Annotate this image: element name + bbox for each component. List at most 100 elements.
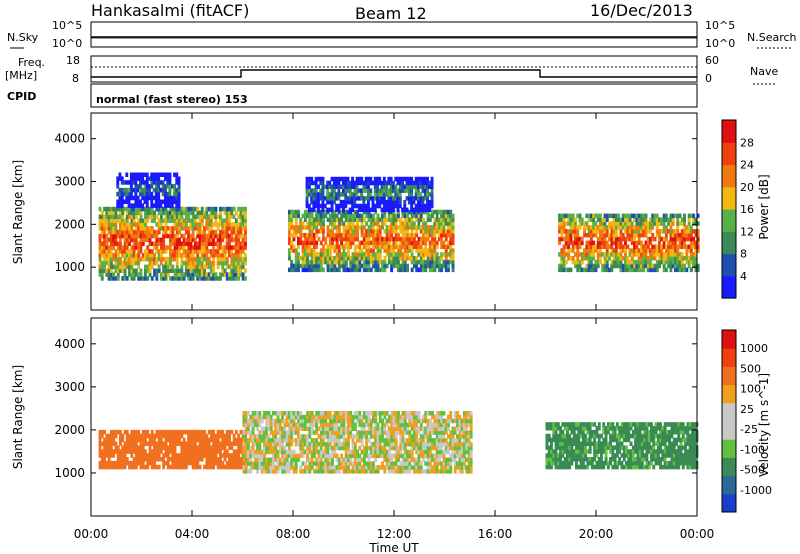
- velocity-cell: [353, 434, 357, 439]
- power-cell: [299, 221, 303, 226]
- velocity-cell: [139, 445, 143, 450]
- power-cell: [184, 264, 188, 270]
- power-cell: [98, 233, 102, 239]
- power-cell: [187, 210, 191, 216]
- power-cell: [369, 229, 373, 234]
- velocity-cell: [369, 461, 373, 466]
- power-cell: [399, 217, 403, 222]
- power-cell: [451, 252, 455, 257]
- velocity-cell: [315, 442, 319, 447]
- power-cell: [412, 225, 416, 230]
- velocity-cell: [315, 418, 319, 424]
- velocity-cell: [253, 411, 257, 416]
- velocity-cell: [256, 442, 259, 447]
- power-cell: [123, 233, 127, 239]
- velocity-cell: [198, 464, 202, 470]
- velocity-cell: [326, 469, 330, 474]
- power-cell: [401, 256, 405, 261]
- velocity-cell: [360, 426, 364, 431]
- power-cell: [328, 192, 332, 197]
- velocity-cell: [319, 461, 323, 466]
- power-cell: [592, 213, 596, 219]
- velocity-cell: [347, 465, 350, 470]
- power-cell: [569, 217, 573, 222]
- velocity-cell: [256, 461, 259, 466]
- power-cell: [328, 232, 332, 238]
- power-cell: [358, 259, 362, 265]
- velocity-cell: [137, 449, 141, 454]
- velocity-cell: [360, 430, 364, 435]
- power-cell: [244, 237, 247, 243]
- power-cell: [680, 217, 684, 222]
- power-cell: [387, 252, 391, 257]
- velocity-cell: [242, 465, 246, 470]
- power-cell: [624, 256, 627, 261]
- power-cell: [415, 267, 419, 273]
- power-cell: [116, 253, 120, 258]
- velocity-cell: [299, 438, 303, 443]
- power-cell: [200, 245, 204, 250]
- power-cell: [164, 245, 168, 250]
- power-cell: [221, 245, 225, 250]
- power-cell: [237, 276, 241, 281]
- power-cell: [637, 225, 641, 230]
- velocity-cell: [324, 465, 328, 470]
- velocity-cell: [397, 453, 400, 459]
- power-cell: [372, 252, 375, 257]
- power-cell: [569, 229, 573, 234]
- power-cell: [184, 222, 188, 227]
- power-cell: [396, 203, 400, 209]
- power-cell: [228, 206, 231, 212]
- power-cell: [162, 206, 166, 212]
- power-cell: [308, 240, 312, 246]
- power-cell: [134, 245, 138, 250]
- power-cell: [159, 241, 163, 246]
- power-cell: [166, 226, 170, 231]
- power-cell: [394, 252, 398, 257]
- power-cell: [348, 188, 352, 193]
- power-cell: [610, 232, 614, 238]
- velocity-cell: [301, 418, 305, 424]
- power-cell: [105, 226, 109, 231]
- velocity-cell: [365, 465, 369, 470]
- power-cell: [560, 263, 564, 269]
- velocity-cell: [415, 457, 419, 462]
- power-cell: [232, 253, 236, 258]
- velocity-cell: [141, 464, 145, 470]
- power-cell: [121, 218, 125, 223]
- power-cell: [125, 237, 129, 243]
- velocity-cell: [349, 434, 353, 439]
- power-cell: [347, 267, 350, 273]
- power-cell: [326, 263, 330, 269]
- power-cell: [209, 268, 213, 273]
- velocity-cell: [349, 453, 353, 459]
- velocity-cell: [317, 426, 321, 431]
- velocity-cell: [251, 445, 255, 451]
- power-cell: [396, 196, 400, 201]
- power-cell: [683, 213, 686, 219]
- velocity-cell: [146, 460, 150, 466]
- power-cell: [353, 256, 357, 261]
- velocity-cell: [182, 464, 186, 470]
- power-cell: [241, 245, 245, 250]
- velocity-cell: [109, 433, 113, 439]
- velocity-cell: [310, 438, 314, 443]
- velocity-cell: [328, 438, 332, 443]
- power-cell: [107, 264, 111, 270]
- power-cell: [669, 229, 673, 234]
- power-cell: [435, 259, 439, 265]
- power-cell: [322, 244, 325, 249]
- power-cell: [141, 256, 145, 262]
- power-cell: [580, 236, 584, 242]
- velocity-cell: [326, 461, 330, 466]
- power-cell: [335, 192, 339, 197]
- power-cell: [422, 259, 425, 265]
- power-cell: [326, 244, 330, 249]
- velocity-cell: [232, 457, 236, 462]
- velocity-cell: [285, 465, 289, 470]
- power-cell: [667, 229, 671, 234]
- power-cell: [225, 237, 229, 243]
- power-cell: [123, 199, 126, 204]
- power-cell: [574, 263, 577, 269]
- velocity-cell: [392, 465, 396, 470]
